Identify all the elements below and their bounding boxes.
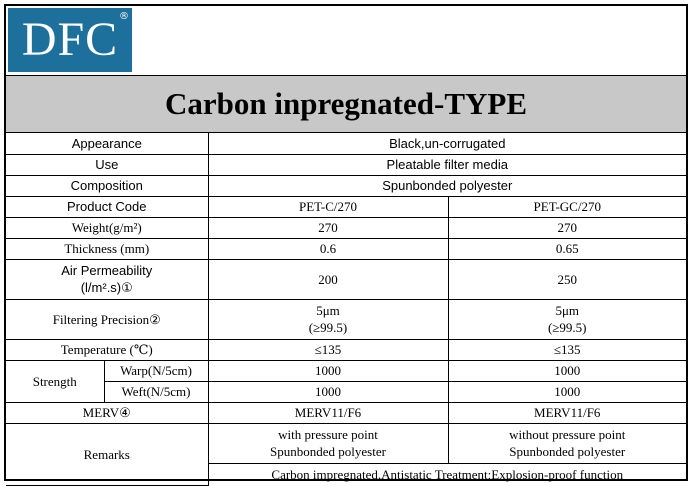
- remarks-b-line2: Spunbonded polyester: [509, 444, 626, 459]
- appearance-value: Black,un-corrugated: [207, 133, 686, 155]
- use-label: Use: [6, 153, 209, 176]
- remarks-b-line1: without pressure point: [509, 427, 626, 442]
- merv-b: MERV11/F6: [447, 401, 686, 424]
- filtering-precision-b: 5μm (≥99.5): [447, 298, 686, 340]
- product-code-a: PET-C/270: [207, 195, 449, 218]
- composition-value: Spunbonded polyester: [207, 174, 686, 197]
- remarks-a: with pressure point Spunbonded polyester: [207, 422, 449, 464]
- table-row: Product Code PET-C/270 PET-GC/270: [6, 195, 686, 218]
- table-row: Remarks with pressure point Spunbonded p…: [6, 422, 686, 486]
- weight-label: Weight(g/m²): [6, 216, 209, 239]
- thickness-a: 0.6: [207, 237, 449, 260]
- warp-label: Warp(N/5cm): [103, 359, 209, 382]
- weight-b: 270: [447, 216, 686, 239]
- table-row: Weft(N/5cm) 1000 1000: [6, 380, 686, 403]
- air-permeability-label: Air Permeability (l/m².s)①: [6, 258, 209, 300]
- temperature-a: ≤135: [207, 338, 449, 361]
- air-permeability-b: 250: [447, 258, 686, 300]
- filtering-precision-label: Filtering Precision②: [6, 298, 209, 340]
- registered-mark: ®: [119, 11, 129, 22]
- logo-text: DFC: [21, 13, 119, 66]
- remarks-b: without pressure point Spunbonded polyes…: [447, 422, 686, 464]
- product-code-b: PET-GC/270: [447, 195, 686, 218]
- warp-a: 1000: [207, 359, 449, 382]
- composition-label: Composition: [6, 174, 209, 197]
- table-row: Strength Warp(N/5cm) 1000 1000: [6, 359, 686, 403]
- title-bar: Carbon inpregnated-TYPE: [6, 76, 686, 133]
- remarks-a-line2: Spunbonded polyester: [270, 444, 386, 459]
- table-row: Appearance Black,un-corrugated: [6, 133, 686, 155]
- page-title: Carbon inpregnated-TYPE: [165, 86, 527, 121]
- temperature-b: ≤135: [447, 338, 686, 361]
- filtering-precision-b-line2: (≥99.5): [547, 320, 587, 335]
- merv-label: MERV④: [6, 401, 209, 424]
- remarks-a-line1: with pressure point: [278, 427, 378, 442]
- appearance-label: Appearance: [6, 133, 209, 155]
- filtering-precision-a-line2: (≥99.5): [308, 320, 348, 335]
- table-row: Composition Spunbonded polyester: [6, 174, 686, 197]
- warp-b: 1000: [447, 359, 686, 382]
- air-permeability-label-line2: (l/m².s)①: [80, 280, 133, 295]
- spec-table: Appearance Black,un-corrugated Use Pleat…: [6, 133, 686, 486]
- air-permeability-label-line1: Air Permeability: [61, 263, 153, 278]
- weft-b: 1000: [447, 380, 686, 403]
- filtering-precision-b-line1: 5μm: [555, 303, 580, 318]
- merv-a: MERV11/F6: [207, 401, 449, 424]
- table-row: Filtering Precision② 5μm (≥99.5) 5μm (≥9…: [6, 298, 686, 340]
- weight-a: 270: [207, 216, 449, 239]
- table-row: Weight(g/m²) 270 270: [6, 216, 686, 239]
- strength-label: Strength: [6, 359, 105, 403]
- table-row: MERV④ MERV11/F6 MERV11/F6: [6, 401, 686, 424]
- table-row: Carbon impregnated,Antistatic Treatment;…: [6, 462, 686, 485]
- filtering-precision-a: 5μm (≥99.5): [207, 298, 449, 340]
- logo-area: DFC ®: [6, 6, 686, 76]
- thickness-b: 0.65: [447, 237, 686, 260]
- weft-label: Weft(N/5cm): [103, 380, 209, 403]
- table-row: Thickness (mm) 0.6 0.65: [6, 237, 686, 260]
- weft-a: 1000: [207, 380, 449, 403]
- remarks-label: Remarks: [6, 422, 209, 486]
- table-row: Air Permeability (l/m².s)① 200 250: [6, 258, 686, 300]
- air-permeability-a: 200: [207, 258, 449, 300]
- table-row: Use Pleatable filter media: [6, 153, 686, 176]
- product-code-label: Product Code: [6, 195, 209, 218]
- thickness-label: Thickness (mm): [6, 237, 209, 260]
- use-value: Pleatable filter media: [207, 153, 686, 176]
- dfc-logo: DFC ®: [8, 8, 132, 72]
- table-row: Temperature (℃) ≤135 ≤135: [6, 338, 686, 361]
- filtering-precision-a-line1: 5μm: [316, 303, 340, 318]
- temperature-label: Temperature (℃): [6, 338, 209, 361]
- document-frame: DFC ® Carbon inpregnated-TYPE Appearance…: [4, 4, 688, 486]
- remarks-common: Carbon impregnated,Antistatic Treatment;…: [207, 462, 686, 485]
